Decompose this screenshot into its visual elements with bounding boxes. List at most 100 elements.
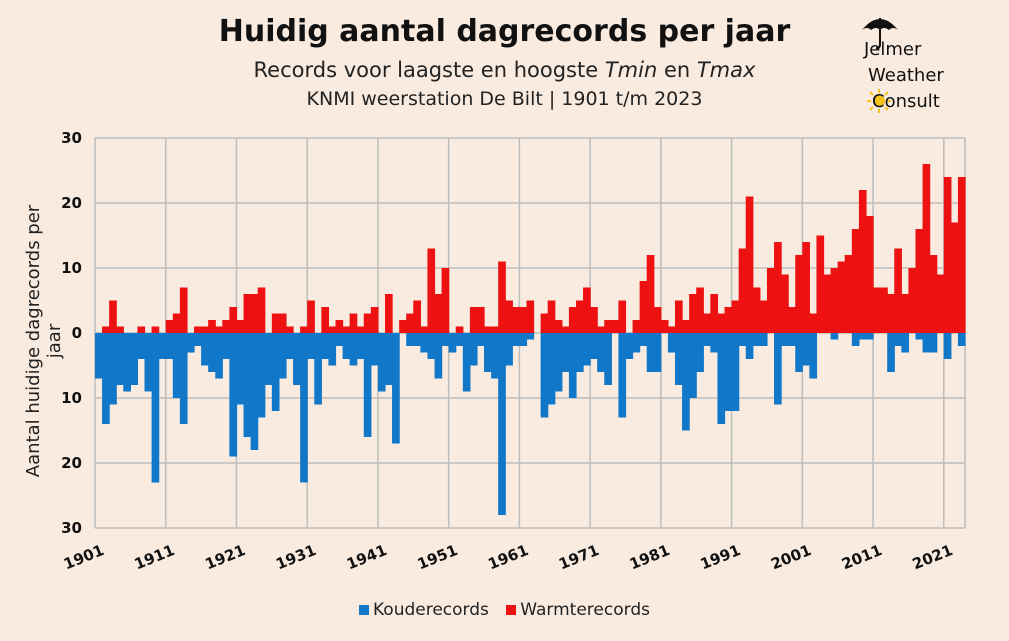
cold-bar xyxy=(830,333,839,340)
warm-bar xyxy=(406,313,414,333)
cold-bar xyxy=(413,333,421,346)
warm-bar xyxy=(851,229,860,333)
cold-bar xyxy=(865,333,874,340)
legend-label-cold: Kouderecords xyxy=(373,600,489,620)
cold-bar xyxy=(851,333,860,346)
warm-bar xyxy=(349,313,358,333)
warm-bar xyxy=(781,274,789,333)
warm-bar xyxy=(802,242,810,333)
cold-bar xyxy=(208,333,216,372)
cold-bar xyxy=(455,333,464,346)
x-tick-label: 1921 xyxy=(203,541,248,573)
warm-bar xyxy=(222,320,230,333)
warm-bar xyxy=(667,326,676,333)
cold-bar xyxy=(469,333,478,366)
subtitle-tmax: Tmax xyxy=(696,58,756,82)
subtitle-tmin: Tmin xyxy=(604,58,658,82)
warm-bar xyxy=(434,294,443,333)
legend-swatch-warm xyxy=(506,605,517,615)
warm-bar xyxy=(865,216,874,333)
warm-bar xyxy=(526,300,535,333)
warm-bar xyxy=(660,320,669,333)
cold-bar xyxy=(519,333,528,346)
cold-bar xyxy=(646,333,655,372)
warm-bar xyxy=(321,307,330,333)
cold-bar xyxy=(462,333,471,392)
cold-bar xyxy=(597,333,605,372)
warm-bar xyxy=(788,307,796,333)
cold-bar xyxy=(95,333,103,379)
warm-bar xyxy=(102,326,110,333)
cold-bar xyxy=(512,333,520,346)
warm-bar xyxy=(936,274,945,333)
cold-bar xyxy=(788,333,796,346)
cold-bar xyxy=(957,333,966,346)
cold-bar xyxy=(321,333,330,359)
warm-bar xyxy=(469,307,478,333)
cold-bar xyxy=(809,333,818,379)
cold-bar xyxy=(561,333,570,372)
warm-bar xyxy=(682,320,690,333)
logo-line-1: Jelmer xyxy=(864,39,922,60)
warm-bar xyxy=(957,177,966,333)
warm-bar xyxy=(880,287,888,333)
warm-bar xyxy=(427,248,436,333)
warm-bar xyxy=(370,307,379,333)
cold-bar xyxy=(165,333,174,359)
cold-bar xyxy=(717,333,726,424)
warm-bar xyxy=(597,326,605,333)
cold-bar xyxy=(271,333,280,411)
warm-bar xyxy=(618,300,627,333)
cold-bar xyxy=(278,333,287,379)
cold-bar xyxy=(505,333,513,366)
warm-bar xyxy=(476,307,485,333)
cold-bar xyxy=(151,333,160,483)
warm-bar xyxy=(646,255,655,333)
cold-bar xyxy=(116,333,124,385)
warm-bar xyxy=(300,326,308,333)
cold-bar xyxy=(201,333,209,366)
cold-bar xyxy=(682,333,690,431)
cold-bar xyxy=(427,333,436,359)
warm-bar xyxy=(512,307,520,333)
cold-bar xyxy=(922,333,931,353)
cold-bar xyxy=(639,333,648,346)
cold-bar xyxy=(696,333,704,372)
cold-bar xyxy=(781,333,789,346)
cold-bar xyxy=(625,333,634,359)
legend-item-warm: Warmterecords xyxy=(506,600,650,620)
cold-bar xyxy=(583,333,591,366)
cold-bar xyxy=(491,333,499,379)
warm-bar xyxy=(172,313,181,333)
cold-bar xyxy=(144,333,153,392)
sun-icon xyxy=(867,89,891,113)
cold-bar xyxy=(901,333,910,353)
x-tick-label: 1961 xyxy=(485,541,530,573)
warm-bar xyxy=(250,294,259,333)
cold-bar xyxy=(632,333,641,353)
warm-bar xyxy=(137,326,146,333)
x-tick-label: 1941 xyxy=(344,541,389,573)
cold-bar xyxy=(759,333,768,346)
cold-bar xyxy=(554,333,563,392)
cold-bar xyxy=(172,333,181,398)
chart-subtitle: Records voor laagste en hoogste Tmin en … xyxy=(0,58,1009,82)
warm-bar xyxy=(575,300,584,333)
cold-bar xyxy=(137,333,146,359)
warm-bar xyxy=(703,313,711,333)
cold-bar xyxy=(731,333,740,411)
cold-bar xyxy=(484,333,492,372)
warm-bar xyxy=(929,255,938,333)
cold-bar xyxy=(667,333,676,353)
cold-bar xyxy=(109,333,117,405)
cold-bar xyxy=(703,333,711,346)
cold-bar xyxy=(604,333,612,385)
warm-bar xyxy=(943,177,952,333)
chart-source: KNMI weerstation De Bilt | 1901 t/m 2023 xyxy=(306,88,703,110)
warm-bar xyxy=(229,307,238,333)
warm-bar xyxy=(498,261,506,333)
x-tick-label: 2001 xyxy=(768,541,813,573)
x-tick-label: 1951 xyxy=(415,541,460,573)
warm-bar xyxy=(109,300,117,333)
warm-bar xyxy=(696,287,704,333)
